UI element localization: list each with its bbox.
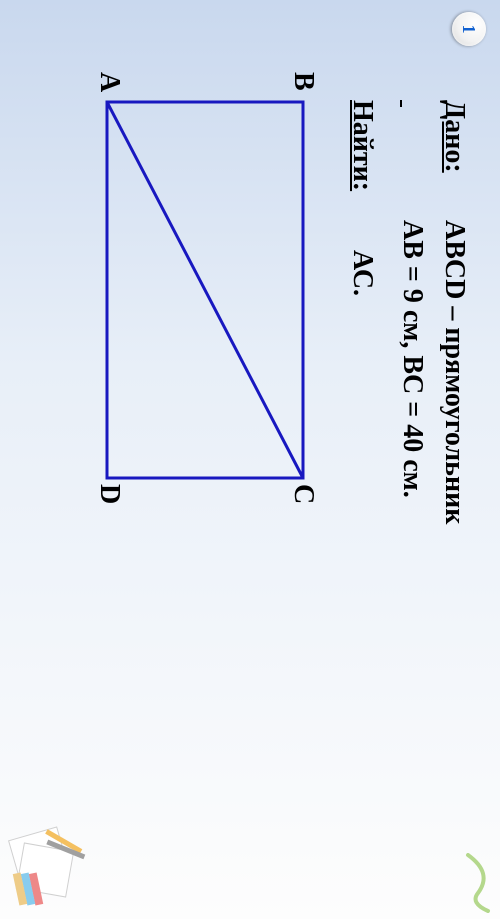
given-row-2: АВ = 9 см, ВС = 40 см. — [396, 100, 428, 899]
slide: 1 Дано: АВСD – прямоугольник АВ = 9 см, … — [0, 0, 500, 919]
vertex-B: В — [287, 72, 319, 91]
given-label: Дано: — [438, 100, 470, 220]
vertex-D: D — [93, 484, 125, 504]
vertex-A: А — [93, 72, 125, 92]
given-row-1: Дано: АВСD – прямоугольник — [438, 100, 470, 899]
vertex-C: С — [287, 484, 319, 504]
rectangle-svg — [105, 100, 305, 480]
find-value: АС. — [346, 250, 378, 296]
slide-number-badge: 1 — [452, 12, 486, 46]
problem-text: Дано: АВСD – прямоугольник АВ = 9 см, ВС… — [336, 100, 470, 899]
given-line-1: АВСD – прямоугольник — [438, 220, 470, 524]
rectangle-diagram: В С А D — [105, 100, 305, 480]
slide-number: 1 — [459, 25, 480, 34]
given-line-2: АВ = 9 см, ВС = 40 см. — [396, 220, 428, 498]
clipart-icon — [4, 825, 94, 915]
given-label-spacer — [396, 100, 428, 220]
find-label: Найти: — [346, 100, 378, 220]
find-row: Найти: АС. — [346, 100, 378, 899]
